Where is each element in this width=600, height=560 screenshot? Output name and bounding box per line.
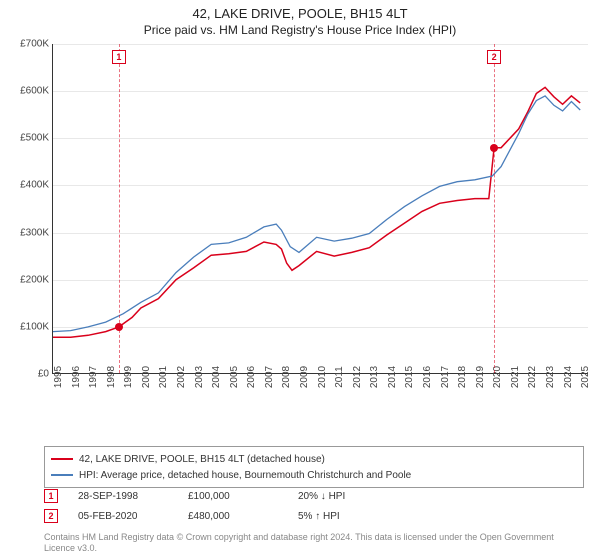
transaction-delta: 20% ↓ HPI xyxy=(298,491,388,502)
y-tick-label: £400K xyxy=(20,180,49,191)
y-tick-label: £200K xyxy=(20,274,49,285)
transaction-row: 2 05-FEB-2020 £480,000 5% ↑ HPI xyxy=(44,506,584,526)
transaction-price: £100,000 xyxy=(188,491,278,502)
page-subtitle: Price paid vs. HM Land Registry's House … xyxy=(0,23,600,37)
transaction-marker: 1 xyxy=(112,50,126,64)
series-hpi xyxy=(53,96,580,332)
transaction-delta: 5% ↑ HPI xyxy=(298,511,388,522)
legend-swatch xyxy=(51,458,73,460)
legend: 42, LAKE DRIVE, POOLE, BH15 4LT (detache… xyxy=(44,446,584,488)
transaction-marker-icon: 2 xyxy=(44,509,58,523)
transaction-price: £480,000 xyxy=(188,511,278,522)
transaction-date: 05-FEB-2020 xyxy=(78,511,168,522)
legend-label: 42, LAKE DRIVE, POOLE, BH15 4LT (detache… xyxy=(79,454,325,465)
y-tick-label: £300K xyxy=(20,227,49,238)
legend-label: HPI: Average price, detached house, Bour… xyxy=(79,470,411,481)
transaction-dot xyxy=(115,323,123,331)
legend-row: 42, LAKE DRIVE, POOLE, BH15 4LT (detache… xyxy=(51,451,577,467)
transaction-date: 28-SEP-1998 xyxy=(78,491,168,502)
transaction-row: 1 28-SEP-1998 £100,000 20% ↓ HPI xyxy=(44,486,584,506)
transactions-table: 1 28-SEP-1998 £100,000 20% ↓ HPI 2 05-FEB-202… xyxy=(44,486,584,526)
y-tick-label: £0 xyxy=(38,369,49,380)
footer-attribution: Contains HM Land Registry data © Crown c… xyxy=(44,532,584,554)
transaction-vline xyxy=(494,44,495,373)
page-title: 42, LAKE DRIVE, POOLE, BH15 4LT xyxy=(0,6,600,21)
y-tick-label: £700K xyxy=(20,39,49,50)
series-price_paid xyxy=(53,87,580,337)
y-tick-label: £600K xyxy=(20,86,49,97)
y-tick-label: £500K xyxy=(20,133,49,144)
plot-area: £0£100K£200K£300K£400K£500K£600K£700K199… xyxy=(52,44,588,374)
transaction-dot xyxy=(490,144,498,152)
transaction-marker-icon: 1 xyxy=(44,489,58,503)
y-tick-label: £100K xyxy=(20,321,49,332)
legend-row: HPI: Average price, detached house, Bour… xyxy=(51,467,577,483)
transaction-marker: 2 xyxy=(487,50,501,64)
legend-swatch xyxy=(51,474,73,476)
chart-container: £0£100K£200K£300K£400K£500K£600K£700K199… xyxy=(8,44,592,414)
